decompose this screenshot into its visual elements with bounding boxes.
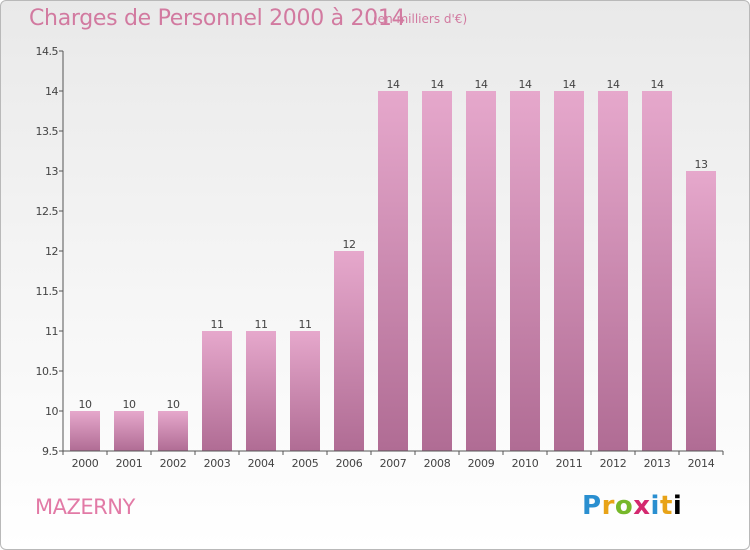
x-tick-label: 2014	[688, 457, 715, 470]
x-tick-label: 2004	[248, 457, 275, 470]
x-tick-label: 2009	[468, 457, 495, 470]
bar	[246, 331, 276, 451]
bar-value-label: 14	[651, 78, 664, 91]
y-tick-label: 14	[45, 85, 58, 98]
y-tick-label: 11.5	[36, 285, 59, 298]
bar-value-label: 11	[255, 318, 268, 331]
x-tick-label: 2007	[380, 457, 407, 470]
chart-title: Charges de Personnel 2000 à 2014	[29, 6, 406, 31]
x-tick-label: 2008	[424, 457, 451, 470]
proxiti-logo: Proxiti	[582, 491, 683, 521]
x-tick-label: 2012	[600, 457, 627, 470]
bar	[642, 91, 672, 451]
bar	[70, 411, 100, 451]
y-axis: 9.5 10 10.5 11 11.5 12 12.5 13 13.5 14 14.5	[36, 45, 64, 458]
y-tick-label: 11	[45, 325, 58, 338]
bar-value-label: 14	[519, 78, 532, 91]
y-tick-label: 10	[45, 405, 58, 418]
y-tick-label: 10.5	[36, 365, 59, 378]
bar	[554, 91, 584, 451]
y-tick-label: 13	[45, 165, 58, 178]
x-tick-label: 2002	[160, 457, 187, 470]
bar-value-label: 14	[431, 78, 444, 91]
y-tick-label: 12.5	[36, 205, 59, 218]
bar-value-label: 14	[607, 78, 620, 91]
bar-value-label: 11	[299, 318, 312, 331]
bar	[334, 251, 364, 451]
x-tick-label: 2000	[72, 457, 99, 470]
bar	[598, 91, 628, 451]
bar-value-label: 12	[343, 238, 356, 251]
y-tick-label: 12	[45, 245, 58, 258]
bar-value-label: 14	[387, 78, 400, 91]
bar	[202, 331, 232, 451]
x-tick-label: 2013	[644, 457, 671, 470]
y-tick-label: 9.5	[42, 445, 58, 458]
bar	[510, 91, 540, 451]
y-tick-label: 14.5	[36, 45, 59, 58]
x-tick-label: 2005	[292, 457, 319, 470]
bar	[158, 411, 188, 451]
x-tick-label: 2001	[116, 457, 143, 470]
bar	[686, 171, 716, 451]
x-tick-label: 2003	[204, 457, 231, 470]
bars: 10 10 10 11 11 11 12 14 14 14 14 14 14 14 13	[70, 78, 716, 451]
y-tick-label: 13.5	[36, 125, 59, 138]
x-tick-label: 2010	[512, 457, 539, 470]
chart-subtitle: (en milliers d'€)	[373, 12, 468, 26]
bar-value-label: 10	[167, 398, 180, 411]
bar-value-label: 10	[79, 398, 92, 411]
x-tick-label: 2011	[556, 457, 583, 470]
bar-value-label: 11	[211, 318, 224, 331]
bar-value-label: 13	[695, 158, 708, 171]
bar	[378, 91, 408, 451]
bar-value-label: 14	[563, 78, 576, 91]
bar	[290, 331, 320, 451]
commune-name: MAZERNY	[35, 495, 135, 519]
bar-value-label: 14	[475, 78, 488, 91]
x-axis: 2000 2001 2002 2003 2004 2005 2006 2007 2008 2009…	[62, 450, 724, 470]
x-tick-label: 2006	[336, 457, 363, 470]
bar-value-label: 10	[123, 398, 136, 411]
bar	[466, 91, 496, 451]
bar	[422, 91, 452, 451]
bar	[114, 411, 144, 451]
